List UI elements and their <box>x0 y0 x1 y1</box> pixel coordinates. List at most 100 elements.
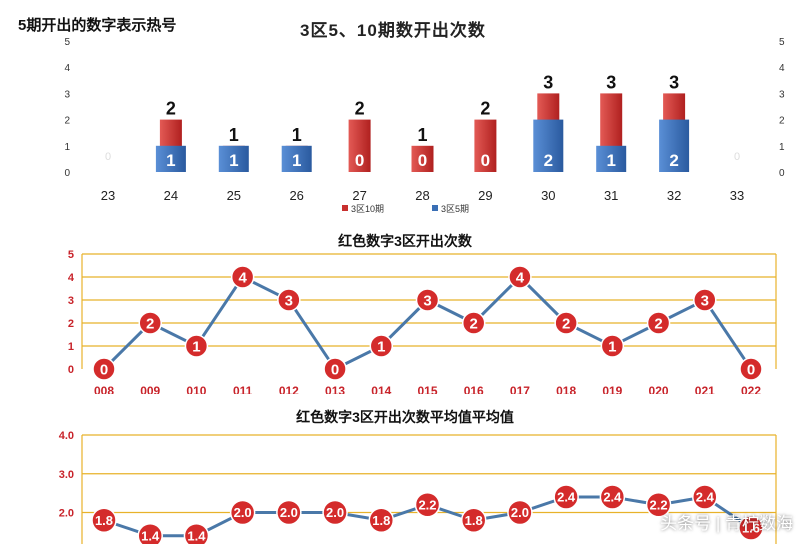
data-label: 3 <box>423 292 431 309</box>
data-point <box>553 484 579 510</box>
data-point <box>646 311 671 335</box>
data-point <box>276 499 302 526</box>
data-point <box>507 499 533 526</box>
y-tick-label: 5 <box>68 249 74 261</box>
data-label: 1.4 <box>141 528 160 543</box>
y-tick-label-right: 5 <box>779 37 785 48</box>
bar-5-value-label: 0 <box>418 151 427 170</box>
x-tick-label: 30 <box>541 188 555 203</box>
y-tick-label-left: 1 <box>64 142 70 153</box>
y-tick-label-left: 4 <box>64 63 70 74</box>
x-tick-label: 25 <box>227 188 241 203</box>
y-tick-label: 2 <box>68 318 74 330</box>
x-tick-label: 014 <box>371 384 391 394</box>
x-tick-label: 24 <box>164 188 178 203</box>
bar-5-value-label: 0 <box>481 151 490 170</box>
bar-10-value-label: 1 <box>417 125 427 145</box>
data-label: 1.8 <box>95 513 113 528</box>
line-chart-counts: 红色数字3区开出次数012345000820091010401130120013… <box>68 233 777 394</box>
data-point <box>554 311 578 335</box>
bar-10 <box>348 119 371 172</box>
y-tick-label: 1 <box>68 341 74 353</box>
y-tick-label-left: 0 <box>64 168 70 179</box>
data-label: 1 <box>608 338 616 355</box>
data-label: 2.4 <box>603 490 622 505</box>
bar-5 <box>155 145 186 172</box>
y-tick-label-right: 4 <box>779 63 785 74</box>
data-label: 2.2 <box>650 497 668 512</box>
x-tick-label: 27 <box>352 188 366 203</box>
data-point <box>138 311 162 335</box>
bar-10-value-label: 3 <box>543 72 553 92</box>
x-tick-label: 31 <box>604 188 618 203</box>
bar-5 <box>218 145 249 172</box>
bar-5-value-label: 1 <box>229 151 238 170</box>
legend-swatch-5 <box>432 205 438 211</box>
bar-10-value-label: 3 <box>669 72 679 92</box>
x-tick-label: 012 <box>279 384 299 394</box>
data-point <box>322 499 348 526</box>
y-tick-label: 3 <box>68 295 74 307</box>
data-point <box>183 523 210 544</box>
data-point <box>277 288 301 312</box>
y-tick-label-left: 2 <box>64 116 70 127</box>
data-label: 2.0 <box>326 505 344 520</box>
x-tick-label: 019 <box>602 384 622 394</box>
bar-5-value-label: 1 <box>606 151 615 170</box>
y-tick-label-right: 2 <box>779 116 785 127</box>
data-label: 1.6 <box>742 521 760 536</box>
data-point <box>461 311 486 335</box>
x-tick-label: 017 <box>510 384 530 394</box>
data-point <box>415 288 440 312</box>
bar-10-value-label: 1 <box>292 125 302 145</box>
data-point <box>369 334 394 358</box>
x-tick-label: 008 <box>94 384 114 394</box>
y-tick-label: 3.0 <box>59 469 74 481</box>
data-point <box>92 357 116 381</box>
bar-5-value-label: 0 <box>105 151 111 163</box>
data-point <box>91 507 117 533</box>
data-label: 2 <box>562 315 570 332</box>
data-label: 0 <box>100 361 108 378</box>
legend-label-10: 3区10期 <box>351 204 384 214</box>
data-label: 3 <box>285 292 293 309</box>
data-point <box>599 484 626 510</box>
bar-5 <box>596 145 627 172</box>
chart-title: 红色数字3区开出次数平均值平均值 <box>296 409 514 425</box>
header-left-title: 5期开出的数字表示热号 <box>18 17 177 34</box>
x-tick-label: 013 <box>325 384 345 394</box>
chart-title: 红色数字3区开出次数 <box>338 233 473 249</box>
x-tick-label: 32 <box>667 188 681 203</box>
x-tick-label: 23 <box>101 188 115 203</box>
x-tick-label: 28 <box>415 188 429 203</box>
data-label: 2.4 <box>557 490 576 505</box>
bar-10 <box>474 119 497 172</box>
bar-5-value-label: 1 <box>292 151 301 170</box>
y-tick-label-right: 3 <box>779 89 785 100</box>
data-point <box>414 492 441 518</box>
data-label: 2.0 <box>511 505 529 520</box>
data-label: 1.8 <box>465 513 483 528</box>
data-label: 1.4 <box>187 528 206 543</box>
x-tick-label: 016 <box>464 384 484 394</box>
data-point <box>184 334 209 358</box>
x-tick-label: 022 <box>741 384 761 394</box>
data-label: 0 <box>331 361 339 378</box>
bar-10 <box>411 145 434 172</box>
y-tick-label: 4.0 <box>59 430 74 442</box>
bar-5-value-label: 2 <box>669 151 678 170</box>
data-point <box>137 523 163 544</box>
x-tick-label: 29 <box>478 188 492 203</box>
bar-5 <box>533 119 564 172</box>
data-point <box>645 492 672 518</box>
bar-chart: 0 01 12 23 34 45 50232124112511262027102820293… <box>64 37 785 214</box>
bar-10-value-label: 2 <box>166 99 176 119</box>
x-tick-label: 009 <box>140 384 160 394</box>
data-label: 2.0 <box>280 505 298 520</box>
data-point <box>508 265 532 289</box>
y-tick-label: 4 <box>68 272 75 284</box>
x-tick-label: 015 <box>417 384 437 394</box>
x-tick-label: 33 <box>730 188 744 203</box>
data-label: 3 <box>701 292 709 309</box>
data-label: 2 <box>146 315 154 332</box>
